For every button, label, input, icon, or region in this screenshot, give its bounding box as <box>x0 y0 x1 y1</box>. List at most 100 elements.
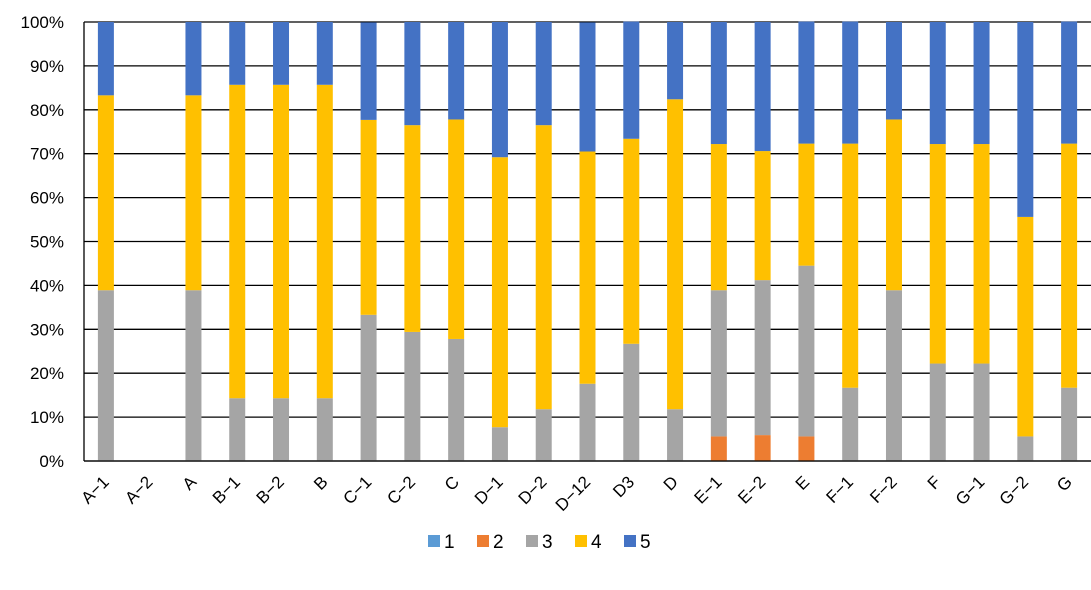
bar-segment-series-5 <box>754 22 771 152</box>
y-tick-label: 40% <box>30 276 64 295</box>
bar-segment-series-5 <box>185 22 202 96</box>
bar-segment-series-5 <box>229 22 246 85</box>
y-tick-label: 90% <box>30 57 64 76</box>
bar-segment-series-5 <box>710 22 727 145</box>
x-tick-label: E−1 <box>691 472 726 507</box>
bar-segment-series-3 <box>229 398 246 461</box>
bar-segment-series-4 <box>579 151 596 384</box>
legend-swatch-2 <box>477 535 489 547</box>
bar-segment-series-5 <box>973 22 990 145</box>
bar-segment-series-4 <box>710 144 727 291</box>
bar-segment-series-3 <box>535 409 552 461</box>
bars <box>97 21 1078 461</box>
bar-segment-series-4 <box>973 144 990 364</box>
bar-segment-series-3 <box>579 383 596 461</box>
x-tick-labels: A−1 A−2 A B−1 B−2 B C−1 C−2 C D−1 D−2 D−12 D3 D E−1 E−2… <box>78 472 1076 515</box>
bar-segment-series-3 <box>316 398 333 461</box>
bar-segment-series-5 <box>579 22 596 152</box>
bar-segment-series-4 <box>929 144 946 364</box>
x-tick-label: B−1 <box>209 472 244 507</box>
legend-swatch-1 <box>428 535 440 547</box>
bar-segment-series-4 <box>535 125 552 410</box>
x-tick-label: F−2 <box>866 472 900 506</box>
legend-label: 1 <box>444 532 455 553</box>
y-tick-label: 80% <box>30 101 64 120</box>
bar-segment-series-4 <box>798 143 815 266</box>
x-tick-label: C−2 <box>383 472 419 508</box>
legend-label: 3 <box>542 532 553 553</box>
bar-segment-series-2 <box>754 435 771 461</box>
bar-segment-series-3 <box>360 314 377 461</box>
bar-segment-series-5 <box>667 22 684 100</box>
bar-segment-series-5 <box>798 21 815 144</box>
x-tick-label: G−2 <box>996 472 1032 508</box>
x-tick-label: D <box>660 472 682 494</box>
x-tick-label: B−2 <box>253 472 288 507</box>
bar-segment-series-3 <box>667 409 684 461</box>
x-tick-label: G−1 <box>952 472 988 508</box>
axes <box>83 22 1091 462</box>
bar-segment-series-4 <box>360 119 377 315</box>
bar-segment-series-3 <box>97 290 114 461</box>
bar-segment-series-5 <box>535 22 552 126</box>
bar-segment-series-3 <box>1017 436 1034 461</box>
x-tick-label: E <box>792 472 813 493</box>
bar-segment-series-3 <box>1061 387 1078 461</box>
y-tick-label: 60% <box>30 189 64 208</box>
bar-segment-series-4 <box>1017 216 1034 437</box>
legend-swatch-3 <box>526 535 538 547</box>
bar-segment-series-4 <box>842 143 859 388</box>
bar-segment-series-3 <box>710 290 727 437</box>
bar-segment-series-5 <box>97 22 114 96</box>
x-tick-label: C <box>441 472 463 494</box>
y-tick-label: 70% <box>30 145 64 164</box>
bar-segment-series-5 <box>842 21 859 144</box>
bar-segment-series-4 <box>97 95 114 291</box>
x-tick-label: E−2 <box>734 472 769 507</box>
bar-segment-series-5 <box>404 22 421 126</box>
x-tick-label: A−2 <box>121 472 156 507</box>
legend-swatch-4 <box>575 535 587 547</box>
bar-segment-series-3 <box>798 265 815 437</box>
y-tick-label: 100% <box>21 13 64 32</box>
bar-segment-series-3 <box>842 387 859 461</box>
bar-segment-series-5 <box>273 22 290 85</box>
x-tick-label: D3 <box>609 472 638 501</box>
bar-segment-series-2 <box>710 436 727 461</box>
bar-segment-series-4 <box>885 119 902 291</box>
x-tick-label: B <box>310 472 331 493</box>
bar-segment-series-3 <box>623 343 640 461</box>
x-tick-label: A−1 <box>78 472 113 507</box>
x-tick-label: D−2 <box>515 472 551 508</box>
bar-segment-series-3 <box>404 331 421 461</box>
bar-segment-series-5 <box>316 22 333 85</box>
y-tick-label: 30% <box>30 320 64 339</box>
bar-segment-series-4 <box>754 151 771 281</box>
bar-segment-series-3 <box>754 280 771 436</box>
y-tick-label: 20% <box>30 364 64 383</box>
legend-label: 2 <box>493 532 504 553</box>
legend-label: 5 <box>640 532 651 553</box>
bar-segment-series-3 <box>185 290 202 461</box>
y-tick-labels: 0% 10% 20% 30% 40% 50% 60% 70% 80% 90% 100% <box>21 13 64 471</box>
bar-segment-series-4 <box>623 138 640 344</box>
x-tick-label: F−1 <box>823 472 857 506</box>
y-tick-label: 50% <box>30 233 64 252</box>
legend-swatch-5 <box>624 535 636 547</box>
bar-segment-series-3 <box>973 363 990 461</box>
bar-segment-series-2 <box>798 436 815 461</box>
bar-segment-series-3 <box>885 290 902 461</box>
bar-segment-series-5 <box>491 22 508 158</box>
x-tick-label: C−1 <box>340 472 376 508</box>
bar-segment-series-3 <box>448 338 465 461</box>
x-tick-label: G <box>1053 472 1076 495</box>
bar-segment-series-4 <box>316 84 333 399</box>
bar-segment-series-5 <box>448 22 465 120</box>
bar-segment-series-5 <box>623 21 640 139</box>
x-tick-label: D−12 <box>552 472 595 515</box>
legend-label: 4 <box>591 532 602 553</box>
bar-segment-series-5 <box>885 22 902 120</box>
bar-segment-series-4 <box>1061 143 1078 388</box>
